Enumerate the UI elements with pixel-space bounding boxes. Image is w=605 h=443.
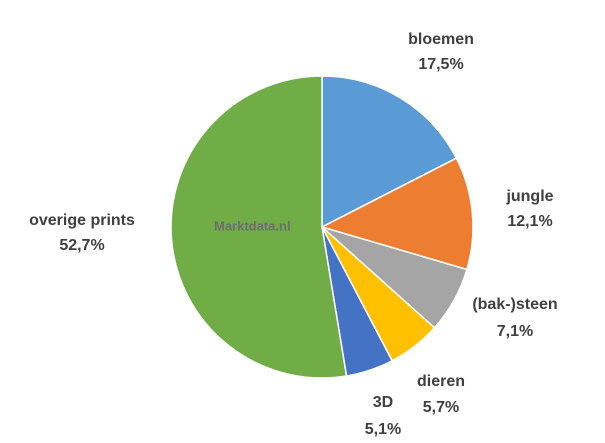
slice-label: 3D — [373, 394, 393, 411]
slice-label: jungle — [505, 188, 553, 205]
value-label: 7,1% — [497, 323, 533, 340]
value-label: 5,7% — [423, 399, 459, 416]
pie — [170, 75, 474, 379]
pie-slice — [319, 157, 474, 271]
value-label: 5,1% — [365, 421, 401, 438]
watermark: Marktdata.nl — [214, 218, 291, 233]
slice-label: dieren — [417, 373, 465, 390]
slice-label: bloemen — [408, 31, 474, 48]
value-label: 17,5% — [418, 56, 463, 73]
pie-slice — [170, 75, 348, 379]
pie-slice — [321, 75, 458, 229]
slice-label: (bak-)steen — [472, 296, 557, 313]
value-label: 12,1% — [507, 213, 552, 230]
slice-label: overige prints — [29, 212, 135, 229]
value-label: 52,7% — [59, 237, 104, 254]
